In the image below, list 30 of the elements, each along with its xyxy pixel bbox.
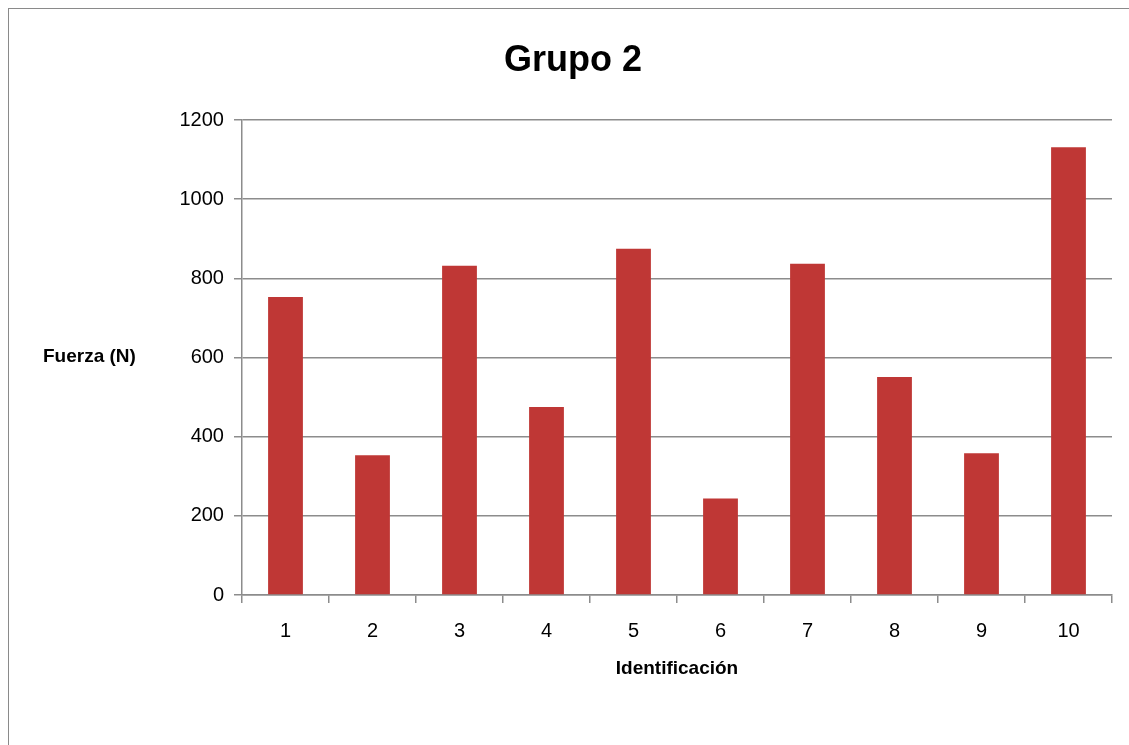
bar xyxy=(790,263,825,595)
bar xyxy=(355,455,390,595)
y-axis-title: Fuerza (N) xyxy=(43,345,136,367)
y-tick-label: 600 xyxy=(190,345,224,368)
x-tick-label: 9 xyxy=(975,618,988,641)
y-tick-label: 800 xyxy=(190,265,224,288)
x-tick-label: 7 xyxy=(801,618,814,641)
x-tick-label: 2 xyxy=(366,618,379,641)
x-tick-label: 4 xyxy=(540,618,553,641)
bar xyxy=(442,265,477,595)
y-tick-label: 1200 xyxy=(179,107,224,130)
x-tick-label: 8 xyxy=(888,618,901,641)
bar xyxy=(616,248,651,595)
bar xyxy=(877,376,912,595)
x-tick-label: 5 xyxy=(627,618,640,641)
y-tick-label: 400 xyxy=(190,424,224,447)
x-axis-title: Identificación xyxy=(614,657,740,679)
x-tick-label: 3 xyxy=(453,618,466,641)
y-tick-label: 200 xyxy=(190,503,224,526)
bar xyxy=(529,406,564,595)
y-tick-label: 0 xyxy=(212,582,224,605)
y-tick-label: 1000 xyxy=(179,186,224,209)
bar xyxy=(964,453,999,595)
chart-title: Grupo 2 xyxy=(503,38,643,80)
x-tick-label: 6 xyxy=(714,618,727,641)
bar xyxy=(703,498,738,595)
x-tick-label: 1 xyxy=(279,618,292,641)
bar xyxy=(268,296,303,595)
bar xyxy=(1051,147,1086,595)
x-tick-label: 10 xyxy=(1057,618,1080,641)
